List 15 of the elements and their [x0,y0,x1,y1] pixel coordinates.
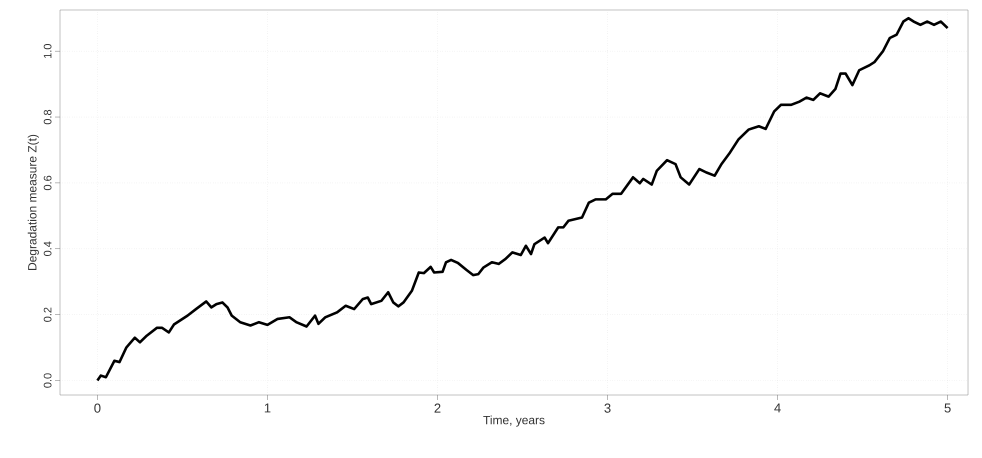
y-tick-label: 0.4 [44,241,52,256]
x-tick-label: 3 [604,404,611,413]
y-axis-title: Degradation measure Z(t) [28,134,39,270]
x-tick-label: 4 [774,404,781,412]
y-tick-label: 0.2 [44,308,52,322]
y-tick-label: 0.6 [44,176,52,190]
x-tick-label: 0 [94,404,101,413]
y-tick-label: 0.0 [44,373,52,388]
y-tick-label: 1.0 [44,44,52,58]
x-tick-label: 5 [944,404,951,413]
y-tick-label: 0.8 [44,110,52,124]
line-series [96,16,949,382]
x-tick-label: 2 [434,404,440,413]
x-axis-title: Time, years [483,416,545,427]
x-tick-label: 1 [264,404,270,412]
